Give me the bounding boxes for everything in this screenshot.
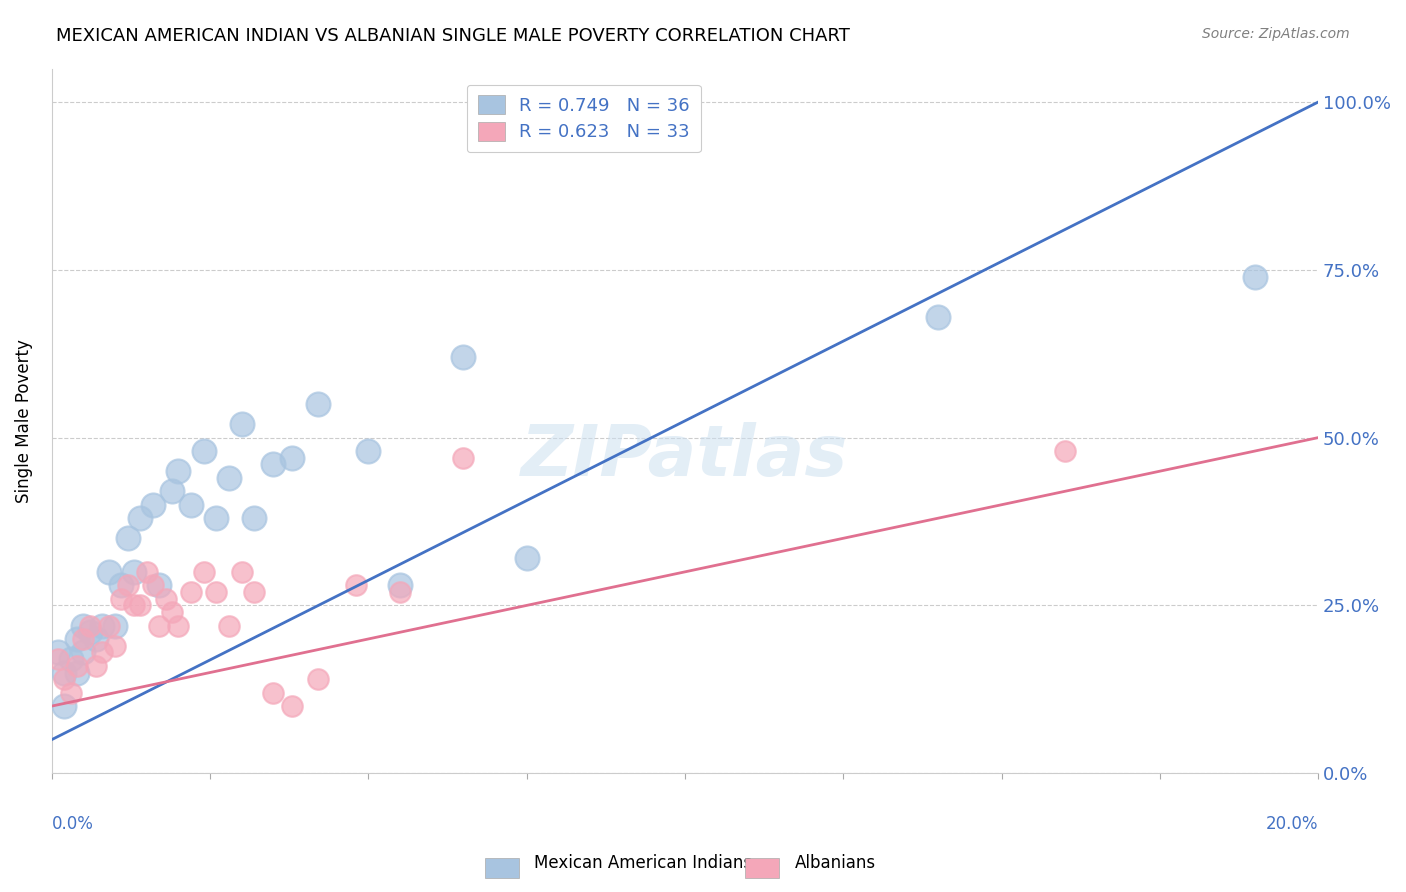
- Point: [1053, 444, 1076, 458]
- Point: [117, 578, 139, 592]
- Point: [79, 618, 101, 632]
- Point: [1243, 269, 1265, 284]
- Point: [59, 686, 82, 700]
- Point: [516, 551, 538, 566]
- Point: [155, 591, 177, 606]
- Point: [46, 645, 69, 659]
- Point: [357, 444, 380, 458]
- Point: [218, 471, 240, 485]
- Point: [453, 350, 475, 364]
- Point: [84, 632, 107, 646]
- Point: [243, 511, 266, 525]
- Point: [231, 417, 253, 432]
- Point: [180, 498, 202, 512]
- Point: [117, 531, 139, 545]
- Point: [84, 658, 107, 673]
- Point: [91, 618, 114, 632]
- Point: [167, 618, 190, 632]
- Point: [72, 618, 94, 632]
- Point: [72, 632, 94, 646]
- Point: [110, 591, 132, 606]
- Point: [167, 464, 190, 478]
- Point: [180, 585, 202, 599]
- Point: [129, 511, 152, 525]
- Point: [281, 450, 304, 465]
- Point: [243, 585, 266, 599]
- Point: [193, 565, 215, 579]
- Point: [344, 578, 367, 592]
- Text: Albanians: Albanians: [794, 855, 876, 872]
- Point: [110, 578, 132, 592]
- Point: [218, 618, 240, 632]
- Point: [97, 618, 120, 632]
- Point: [262, 686, 284, 700]
- Point: [53, 672, 76, 686]
- Point: [104, 618, 127, 632]
- Point: [205, 511, 228, 525]
- Point: [148, 618, 170, 632]
- Point: [53, 699, 76, 714]
- Text: 0.0%: 0.0%: [52, 815, 94, 833]
- Text: Source: ZipAtlas.com: Source: ZipAtlas.com: [1202, 27, 1350, 41]
- Point: [307, 672, 329, 686]
- Point: [148, 578, 170, 592]
- Point: [72, 645, 94, 659]
- Point: [453, 450, 475, 465]
- Point: [142, 498, 165, 512]
- Text: 20.0%: 20.0%: [1265, 815, 1319, 833]
- Point: [142, 578, 165, 592]
- Text: ZIPatlas: ZIPatlas: [522, 422, 849, 491]
- Point: [91, 645, 114, 659]
- Point: [193, 444, 215, 458]
- Point: [388, 585, 411, 599]
- Point: [388, 578, 411, 592]
- Point: [66, 665, 89, 680]
- Point: [160, 484, 183, 499]
- Point: [262, 458, 284, 472]
- Point: [927, 310, 949, 324]
- Point: [53, 665, 76, 680]
- Text: Mexican American Indians: Mexican American Indians: [534, 855, 752, 872]
- Point: [46, 652, 69, 666]
- Point: [307, 397, 329, 411]
- Point: [122, 599, 145, 613]
- Point: [205, 585, 228, 599]
- Point: [66, 658, 89, 673]
- Point: [129, 599, 152, 613]
- Point: [160, 605, 183, 619]
- Point: [79, 625, 101, 640]
- Y-axis label: Single Male Poverty: Single Male Poverty: [15, 339, 32, 503]
- Point: [97, 565, 120, 579]
- Point: [281, 699, 304, 714]
- Point: [59, 652, 82, 666]
- Point: [104, 639, 127, 653]
- Legend: R = 0.749   N = 36, R = 0.623   N = 33: R = 0.749 N = 36, R = 0.623 N = 33: [467, 85, 700, 153]
- Point: [135, 565, 157, 579]
- Point: [231, 565, 253, 579]
- Point: [66, 632, 89, 646]
- Point: [122, 565, 145, 579]
- Text: MEXICAN AMERICAN INDIAN VS ALBANIAN SINGLE MALE POVERTY CORRELATION CHART: MEXICAN AMERICAN INDIAN VS ALBANIAN SING…: [56, 27, 851, 45]
